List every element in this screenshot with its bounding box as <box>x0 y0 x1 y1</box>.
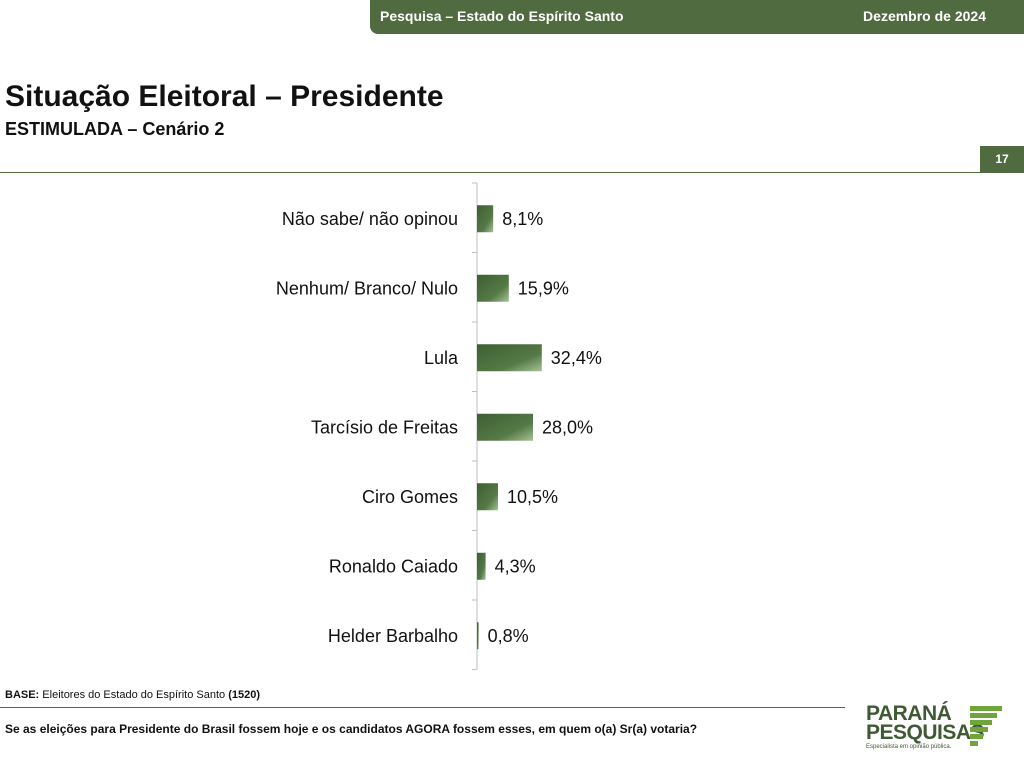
survey-question: Se as eleições para Presidente do Brasil… <box>5 722 698 736</box>
page-title: Situação Eleitoral – Presidente <box>5 80 444 113</box>
category-label: Ronaldo Caiado <box>329 556 458 576</box>
data-label: 0,8% <box>488 626 529 646</box>
category-label: Helder Barbalho <box>328 626 458 646</box>
category-label: Ciro Gomes <box>362 487 458 507</box>
bar <box>477 552 486 580</box>
base-note: BASE: Eleitores do Estado do Espírito Sa… <box>5 689 260 701</box>
logo-line2: PESQUISAS <box>866 721 985 744</box>
header-divider <box>0 172 1024 173</box>
survey-date: Dezembro de 2024 <box>863 8 986 24</box>
bar <box>477 622 479 650</box>
header-bar: Pesquisa – Estado do Espírito Santo Deze… <box>370 0 1024 34</box>
base-count: (1520) <box>228 689 260 701</box>
data-label: 4,3% <box>495 556 536 576</box>
bar <box>477 274 509 302</box>
base-text: Eleitores do Estado do Espírito Santo <box>39 689 229 701</box>
survey-title: Pesquisa – Estado do Espírito Santo <box>380 8 624 24</box>
data-label: 28,0% <box>542 417 593 437</box>
bar <box>477 205 494 233</box>
bar <box>477 344 542 372</box>
footer-divider <box>0 707 845 708</box>
bar-chart: Não sabe/ não opinou 8,1% Nenhum/ Branco/ … <box>276 182 602 670</box>
data-label: 32,4% <box>551 348 602 368</box>
logo-stripes-icon <box>970 706 1002 748</box>
bar <box>477 483 498 511</box>
category-label: Não sabe/ não opinou <box>282 209 458 229</box>
logo-line1: PARANÁ <box>866 702 952 725</box>
base-label: BASE: <box>5 689 40 701</box>
data-label: 8,1% <box>502 209 543 229</box>
data-label: 10,5% <box>507 487 558 507</box>
data-label: 15,9% <box>518 278 569 298</box>
bar <box>477 413 533 441</box>
page-number: 17 <box>980 146 1024 172</box>
parana-pesquisas-logo: PARANÁ PESQUISAS Especialista em opinião… <box>866 700 1016 760</box>
category-label: Tarcísio de Freitas <box>311 417 458 437</box>
logo-tagline: Especialista em opinião pública. <box>866 744 952 750</box>
page-subtitle: ESTIMULADA – Cenário 2 <box>5 119 225 139</box>
category-label: Nenhum/ Branco/ Nulo <box>276 278 458 298</box>
category-label: Lula <box>424 348 459 368</box>
